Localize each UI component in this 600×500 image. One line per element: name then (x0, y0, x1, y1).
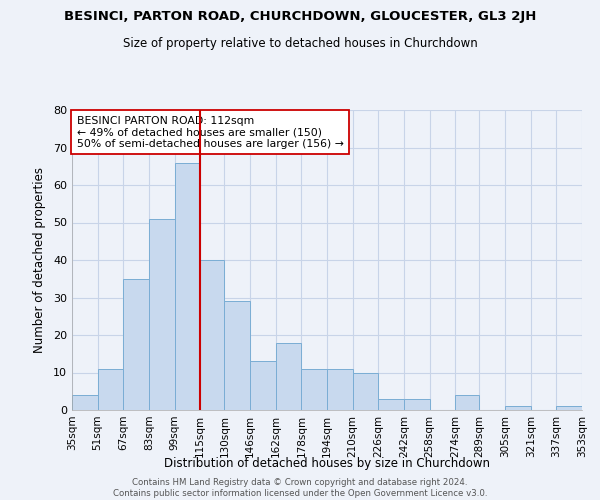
Bar (327, 369, 353, 410)
Bar (379, 399, 404, 410)
Bar (505, 406, 530, 410)
Text: Size of property relative to detached houses in Churchdown: Size of property relative to detached ho… (122, 38, 478, 51)
Bar (224, 301, 250, 410)
Text: Distribution of detached houses by size in Churchdown: Distribution of detached houses by size … (164, 457, 490, 470)
Bar (556, 406, 582, 410)
Bar (124, 279, 149, 410)
Bar (72, 395, 98, 410)
Bar (404, 399, 430, 410)
Bar (250, 361, 275, 410)
Text: BESINCI, PARTON ROAD, CHURCHDOWN, GLOUCESTER, GL3 2JH: BESINCI, PARTON ROAD, CHURCHDOWN, GLOUCE… (64, 10, 536, 23)
Bar (200, 260, 224, 410)
Y-axis label: Number of detached properties: Number of detached properties (33, 167, 46, 353)
Bar (275, 342, 301, 410)
Text: BESINCI PARTON ROAD: 112sqm
← 49% of detached houses are smaller (150)
50% of se: BESINCI PARTON ROAD: 112sqm ← 49% of det… (77, 116, 344, 149)
Text: Contains HM Land Registry data © Crown copyright and database right 2024.
Contai: Contains HM Land Registry data © Crown c… (113, 478, 487, 498)
Bar (149, 219, 175, 410)
Bar (98, 369, 124, 410)
Bar (455, 395, 479, 410)
Bar (301, 369, 327, 410)
Bar (175, 162, 200, 410)
Bar (353, 372, 379, 410)
